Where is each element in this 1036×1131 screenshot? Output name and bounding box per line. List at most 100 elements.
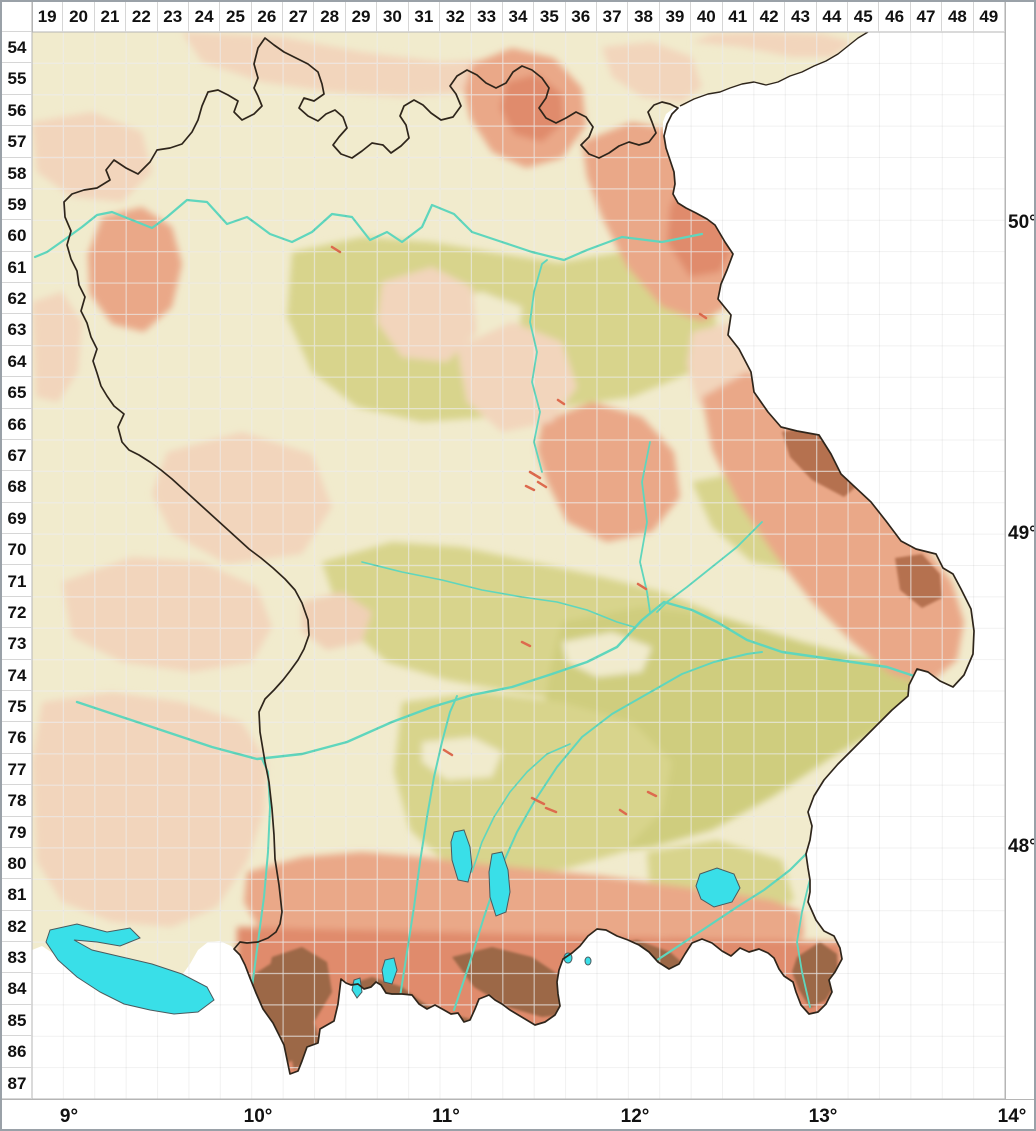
grid-column-label: 39: [660, 2, 692, 32]
grid-column-label: 35: [534, 2, 566, 32]
grid-row-label: 57: [2, 126, 32, 158]
no-data-outer: [32, 32, 1005, 1099]
grid-row-label: 72: [2, 597, 32, 629]
lake-bodensee: [45, 923, 215, 1015]
grid-row-label: 80: [2, 848, 32, 880]
grid-column-label: 46: [879, 2, 911, 32]
grid-column-label: 40: [691, 2, 723, 32]
grid-column-label: 31: [409, 2, 441, 32]
grid-column-label: 48: [942, 2, 974, 32]
grid-row-label: 54: [2, 32, 32, 64]
urban-marks: [330, 245, 708, 816]
terrain-munich-plain-olive: [394, 692, 672, 874]
grid-row-label: 87: [2, 1068, 32, 1099]
lake-forggensee: [351, 977, 363, 999]
grid-column-label: 23: [158, 2, 189, 32]
river-lech: [399, 695, 458, 998]
grid-row-label: 84: [2, 973, 32, 1005]
grid-column-label: 38: [628, 2, 660, 32]
grid-row-label: 78: [2, 785, 32, 817]
river-main: [33, 198, 704, 262]
longitude-label: 12°: [620, 1106, 650, 1127]
grid-lines-white-area: [32, 32, 1005, 1099]
grid-row-label: 61: [2, 252, 32, 284]
grid-row-label: 77: [2, 754, 32, 786]
grid-column-label: 43: [785, 2, 817, 32]
grid-row-label: 86: [2, 1036, 32, 1068]
lake-schliersee: [584, 956, 592, 966]
grid-row-label: 58: [2, 158, 32, 189]
ridge-karwendel: [452, 947, 587, 1017]
urban-munich: [530, 796, 558, 814]
grid-column-label: 41: [723, 2, 754, 32]
map-frame: [31, 31, 1006, 1100]
river-regnitz: [529, 259, 548, 473]
grid-row-label: 60: [2, 220, 32, 252]
terrain-alb-wash: [62, 557, 272, 672]
grid-column-label: 29: [346, 2, 378, 32]
corner-cell: [2, 2, 32, 32]
lake-ammersee: [450, 829, 473, 883]
urban-nuremberg: [524, 470, 548, 492]
longitude-label: 9°: [59, 1106, 79, 1127]
grid-column-label: 27: [283, 2, 315, 32]
ridge-berchtesgaden: [792, 942, 838, 1008]
terrain-ansbach-wash: [152, 432, 332, 564]
river-naab: [639, 441, 651, 613]
latitude-label: 48°: [1008, 836, 1036, 857]
urban-augsburg: [442, 748, 454, 757]
grid-column-label: 22: [126, 2, 158, 32]
grid-row-label: 82: [2, 911, 32, 943]
urban-ingolstadt: [520, 640, 532, 648]
grid-column-label: 42: [754, 2, 786, 32]
row-header-band: [2, 2, 33, 1099]
terrain-bavarian-forest: [702, 372, 964, 685]
grid-column-label: 37: [597, 2, 629, 32]
grid-column-label: 45: [848, 2, 880, 32]
grid-row-label: 63: [2, 314, 32, 346]
grid-row-label: 76: [2, 722, 32, 754]
grid-column-label: 19: [32, 2, 64, 32]
grid-column-label: 32: [440, 2, 472, 32]
bavaria-boundary: [63, 37, 975, 1075]
river-amper: [471, 743, 571, 873]
grid-row-label: 75: [2, 691, 32, 723]
longitude-label: 14°: [997, 1106, 1027, 1127]
grid-row-label: 69: [2, 503, 32, 535]
grid-row-label: 59: [2, 189, 32, 221]
grid-row-label: 73: [2, 628, 32, 660]
grid-row-label: 66: [2, 409, 32, 440]
grid-row-label: 83: [2, 942, 32, 974]
grid-column-label: 26: [252, 2, 284, 32]
no-data-as-salient: [663, 106, 694, 165]
terrain-bw-south-wash: [32, 692, 267, 927]
river-regen: [656, 521, 763, 613]
longitude-label: 10°: [243, 1106, 273, 1127]
lake-walchensee: [381, 957, 398, 985]
grid-row-label: 81: [2, 879, 32, 911]
grid-row-label: 56: [2, 95, 32, 127]
terrain-spessart: [88, 207, 182, 332]
grid-column-label: 20: [63, 2, 95, 32]
river-isar: [453, 651, 763, 1011]
river-altmuehl: [361, 561, 635, 628]
terrain-cream-2: [562, 632, 652, 677]
grid-row-label: 55: [2, 63, 32, 95]
ridge-rachel: [895, 554, 942, 608]
urban-regensburg: [636, 582, 648, 591]
grid-column-label: 33: [471, 2, 503, 32]
terrain-cream-3: [422, 737, 502, 780]
lake-starnberger-see: [488, 851, 511, 917]
grid-row-label: 74: [2, 660, 32, 692]
grid-row-label: 62: [2, 283, 32, 315]
longitude-label: 11°: [432, 1106, 460, 1127]
urban-small-1: [618, 790, 658, 816]
grid-row-label: 79: [2, 817, 32, 848]
urban-wuerzburg: [330, 245, 342, 254]
grid-row-label: 68: [2, 471, 32, 503]
grid-column-label: 25: [220, 2, 252, 32]
grid-column-label: 28: [314, 2, 346, 32]
longitude-label: 13°: [808, 1106, 838, 1127]
